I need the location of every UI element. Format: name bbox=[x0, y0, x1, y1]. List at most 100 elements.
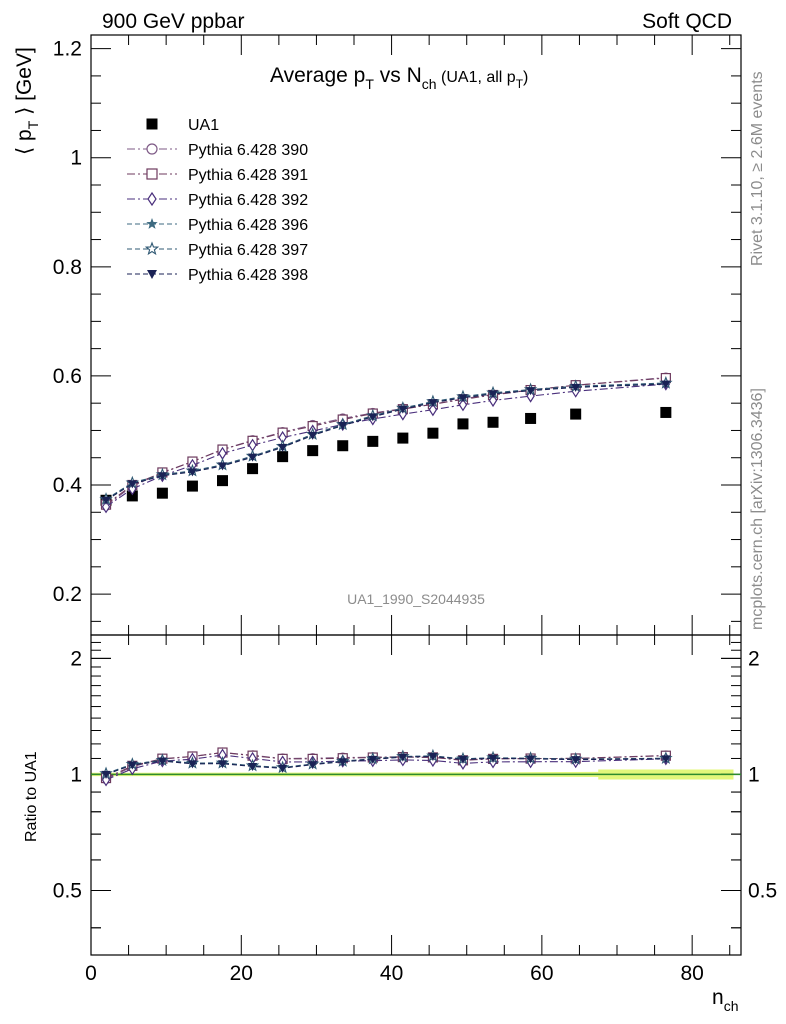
data-point bbox=[571, 383, 581, 392]
data-point bbox=[101, 500, 111, 514]
data-point bbox=[428, 403, 438, 417]
series-p391 bbox=[100, 372, 671, 510]
legend-label: UA1 bbox=[188, 117, 219, 134]
data-point bbox=[101, 770, 111, 779]
y-tick-label: 0.4 bbox=[53, 474, 83, 497]
legend-item-p390: Pythia 6.428 390 bbox=[127, 142, 308, 159]
ylabel-pre: ⟨ p bbox=[13, 129, 36, 155]
rivet-version-label: Rivet 3.1.10, ≥ 2.6M events bbox=[749, 71, 766, 266]
series-p398 bbox=[101, 380, 671, 505]
ratio-series-p398 bbox=[101, 752, 671, 779]
header-left-label: 900 GeV ppbar bbox=[102, 10, 244, 33]
title-small-sub: T bbox=[516, 77, 524, 91]
ratio-plot-y-tick-labels: 0.5 0.5 1 1 2 2 bbox=[53, 647, 777, 902]
series-p390 bbox=[100, 372, 671, 511]
series-p396 bbox=[100, 378, 672, 505]
ratio-series-p391 bbox=[100, 747, 671, 784]
data-point bbox=[278, 764, 288, 773]
series-p392 bbox=[101, 377, 671, 514]
data-point bbox=[660, 406, 672, 418]
series-ua1 bbox=[100, 406, 672, 506]
mcplots-credit-label: mcplots.cern.ch [arXiv:1306.3436] bbox=[749, 388, 766, 630]
ylabel-post: ⟩ [GeV] bbox=[13, 47, 36, 121]
analysis-watermark: UA1_1990_S2044935 bbox=[347, 591, 485, 607]
y-tick-label: 0.8 bbox=[53, 256, 82, 279]
data-point bbox=[428, 752, 438, 761]
title-main-sub: T bbox=[365, 76, 374, 92]
data-point bbox=[487, 416, 499, 428]
legend-item-p397: Pythia 6.428 397 bbox=[127, 241, 308, 259]
data-point bbox=[526, 387, 536, 396]
y-tick-label: 2 bbox=[70, 647, 82, 670]
ratio-plot-ticks bbox=[90, 635, 741, 955]
data-point bbox=[147, 270, 157, 279]
data-point bbox=[187, 468, 197, 477]
x-tick-label: 80 bbox=[680, 962, 703, 985]
header-right-label: Soft QCD bbox=[642, 10, 732, 33]
y-tick-label: 1.2 bbox=[53, 38, 82, 61]
main-plot-panel: 0.20.40.60.811.2 Average pT vs Nch (UA1,… bbox=[13, 34, 742, 636]
legend-label: Pythia 6.428 397 bbox=[188, 242, 308, 259]
ratio-plot-series bbox=[99, 747, 673, 787]
y-tick-label: 0.5 bbox=[53, 879, 82, 902]
ratio-line bbox=[105, 755, 666, 775]
xlabel-sub: ch bbox=[724, 998, 739, 1014]
ratio-plot-panel: 0.5 0.5 1 1 2 2 0 20 40 60 80 Ratio to UA1 nch bbox=[23, 634, 777, 1014]
x-tick-label: 60 bbox=[530, 962, 553, 985]
data-point bbox=[571, 756, 581, 765]
y-tick-label: 0.6 bbox=[53, 365, 82, 388]
data-point bbox=[247, 463, 259, 475]
ratio-series-p390 bbox=[100, 747, 671, 785]
data-point bbox=[338, 422, 348, 431]
data-point bbox=[398, 753, 408, 762]
y-tick-label-right: 0.5 bbox=[748, 879, 777, 902]
data-point bbox=[526, 755, 536, 764]
data-point bbox=[217, 475, 229, 487]
data-point bbox=[570, 408, 582, 420]
data-point bbox=[101, 496, 111, 505]
title-small: (UA1, all p bbox=[437, 69, 516, 86]
data-point bbox=[157, 472, 167, 481]
data-point bbox=[458, 398, 468, 412]
data-point bbox=[146, 218, 158, 229]
legend-item-p396: Pythia 6.428 396 bbox=[127, 217, 308, 234]
x-tick-label: 0 bbox=[85, 962, 97, 985]
data-point bbox=[127, 480, 137, 489]
y-tick-label: 1 bbox=[70, 147, 82, 170]
data-point bbox=[308, 761, 318, 770]
legend-item-p398: Pythia 6.428 398 bbox=[127, 267, 308, 284]
data-point bbox=[458, 394, 468, 403]
data-point bbox=[488, 390, 498, 399]
data-point bbox=[458, 755, 468, 764]
ratio-line bbox=[105, 755, 666, 775]
data-point bbox=[186, 480, 198, 492]
data-point bbox=[147, 191, 157, 207]
data-point bbox=[397, 432, 409, 444]
data-point bbox=[146, 118, 158, 130]
y-tick-label: 1 bbox=[70, 763, 82, 786]
legend: UA1 Pythia 6.428 390 Pythia 6.428 391 Pythi… bbox=[127, 117, 308, 284]
main-plot-title: Average pT vs Nch (UA1, all pT) bbox=[270, 64, 528, 92]
data-point bbox=[144, 241, 160, 256]
data-point bbox=[156, 487, 168, 499]
data-point bbox=[218, 462, 228, 471]
data-point bbox=[337, 440, 349, 452]
main-plot-y-axis-label: ⟨ pT ⟩ [GeV] bbox=[13, 47, 41, 155]
data-point bbox=[157, 757, 167, 766]
data-point bbox=[428, 399, 438, 408]
ratio-plot-frame bbox=[90, 634, 742, 956]
data-point bbox=[248, 453, 258, 462]
data-point bbox=[338, 758, 348, 767]
main-plot-ticks bbox=[90, 35, 741, 635]
title-mid-sub: ch bbox=[422, 76, 437, 92]
data-point bbox=[146, 143, 158, 155]
data-point bbox=[127, 761, 137, 770]
data-point bbox=[126, 490, 138, 502]
legend-item-ua1: UA1 bbox=[146, 117, 219, 134]
legend-label: Pythia 6.428 390 bbox=[188, 142, 308, 159]
data-point bbox=[427, 427, 439, 439]
data-point bbox=[277, 451, 289, 463]
title-main: Average p bbox=[270, 64, 365, 87]
xlabel-main: n bbox=[712, 986, 724, 1009]
